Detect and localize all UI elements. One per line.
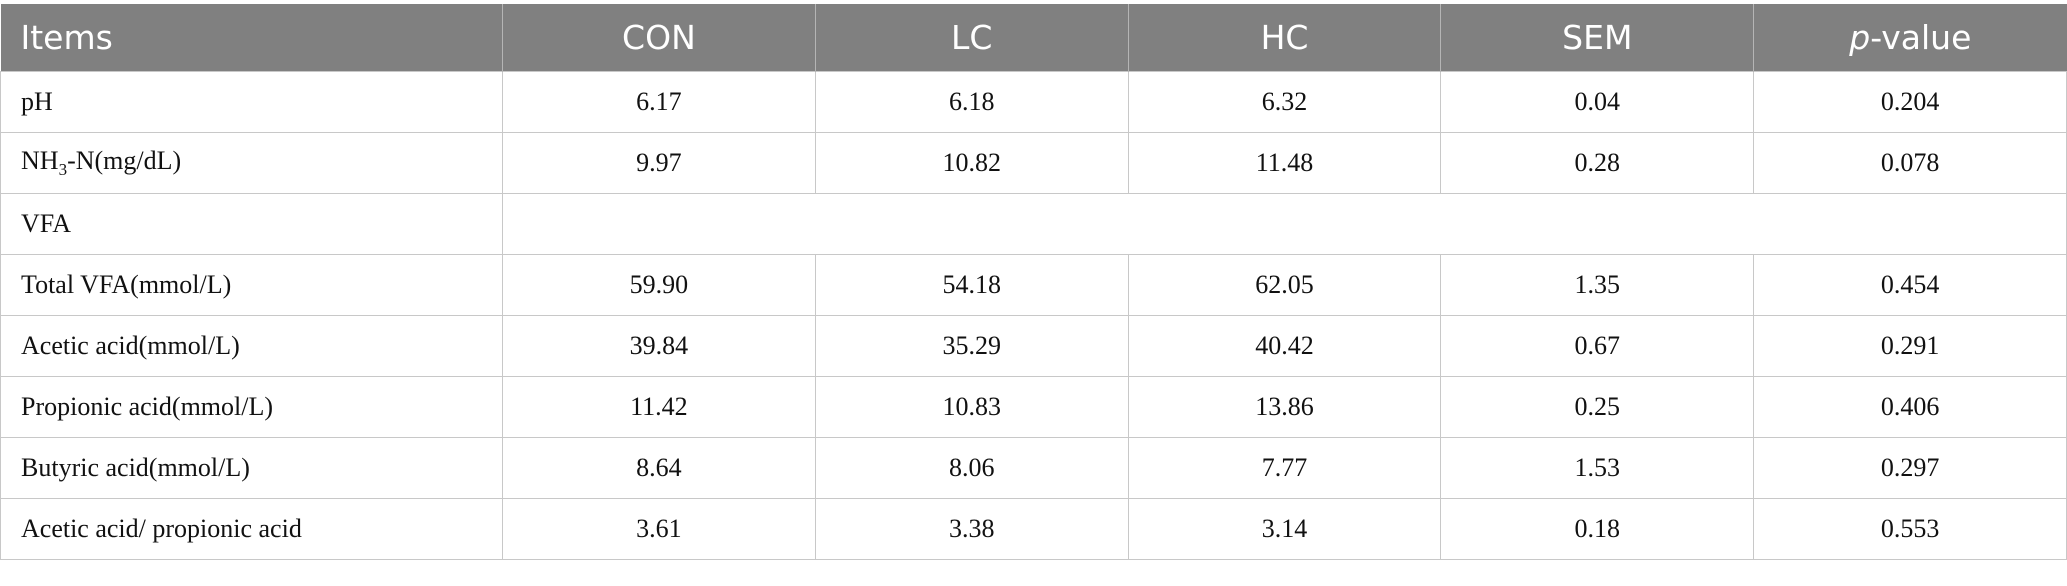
table-cell: 62.05 [1127, 254, 1442, 316]
table-header: Items CON LC HC SEM p-value [0, 4, 2067, 72]
table-cell: 0.25 [1440, 376, 1755, 438]
table-row: pH 6.17 6.18 6.32 0.04 0.204 [0, 71, 2067, 133]
table-cell: 7.77 [1127, 437, 1442, 499]
table-cell: Propionic acid(mmol/L) [0, 376, 503, 438]
column-header: HC [1127, 4, 1441, 72]
data-table: Items CON LC HC SEM p-value pH 6.17 6.18 6.32 0.0… [0, 4, 2067, 560]
table-cell: VFA [0, 193, 503, 255]
table-cell: 3.61 [502, 498, 816, 560]
table-row: NH3-N(mg/dL) 9.97 10.82 11.48 0.28 0.078 [0, 132, 2067, 194]
page: Items CON LC HC SEM p-value pH 6.17 6.18 6.32 0.0… [0, 4, 2067, 586]
table-cell: 0.204 [1753, 71, 2067, 133]
table-row: Acetic acid/ propionic acid 3.61 3.38 3.14 0… [0, 498, 2067, 560]
table-cell: 8.64 [502, 437, 816, 499]
table-cell: 11.48 [1127, 132, 1442, 194]
table-cell: 1.53 [1440, 437, 1755, 499]
table-cell: 11.42 [502, 376, 816, 438]
table-cell: 0.454 [1753, 254, 2067, 316]
table-cell: 0.078 [1753, 132, 2067, 194]
column-header: SEM [1440, 4, 1754, 72]
table-cell: 6.32 [1127, 71, 1442, 133]
table-cell: Acetic acid/ propionic acid [0, 498, 503, 560]
table-row: Acetic acid(mmol/L) 39.84 35.29 40.42 0.67 0.… [0, 315, 2067, 377]
column-header: p-value [1753, 4, 2067, 72]
column-header: LC [814, 4, 1129, 72]
table-cell: 0.553 [1753, 498, 2067, 560]
table-row: Butyric acid(mmol/L) 8.64 8.06 7.77 1.53 0.29… [0, 437, 2067, 499]
table-row: Total VFA(mmol/L) 59.90 54.18 62.05 1.35 0.45… [0, 254, 2067, 316]
table-cell: Acetic acid(mmol/L) [0, 315, 503, 377]
table-cell: 0.67 [1440, 315, 1755, 377]
table-cell: 13.86 [1127, 376, 1442, 438]
table-cell: 59.90 [502, 254, 816, 316]
table-cell: 35.29 [814, 315, 1129, 377]
cell-text-part: 3 [58, 160, 68, 180]
table-cell: NH3-N(mg/dL) [0, 132, 503, 194]
table-cell: 0.28 [1440, 132, 1755, 194]
cell-text-part: p [1849, 18, 1871, 57]
column-header: CON [502, 4, 816, 72]
table-cell: 6.18 [814, 71, 1129, 133]
table-cell: 0.406 [1753, 376, 2067, 438]
table-cell: Butyric acid(mmol/L) [0, 437, 503, 499]
table-cell: 54.18 [814, 254, 1129, 316]
table-cell: 10.83 [814, 376, 1129, 438]
table-cell: 10.82 [814, 132, 1129, 194]
table-cell: 1.35 [1440, 254, 1755, 316]
table-cell: 3.38 [814, 498, 1129, 560]
table-cell: 9.97 [502, 132, 816, 194]
merged-cell [502, 193, 2067, 255]
table-cell: 8.06 [814, 437, 1129, 499]
table-row: VFA [0, 193, 2067, 255]
table-cell: 0.291 [1753, 315, 2067, 377]
table-cell: 3.14 [1127, 498, 1442, 560]
table-cell: 6.17 [502, 71, 816, 133]
cell-text-part: -value [1870, 18, 1972, 57]
table-body: pH 6.17 6.18 6.32 0.04 0.204 NH3-N(mg/dL) 9.97 1… [0, 71, 2067, 560]
table-cell: 0.18 [1440, 498, 1755, 560]
cell-text-part: NH [21, 145, 59, 175]
header-row: Items CON LC HC SEM p-value [0, 4, 2067, 72]
cell-text-part: -N(mg/dL) [67, 145, 182, 175]
column-header: Items [0, 4, 503, 72]
table-cell: 0.04 [1440, 71, 1755, 133]
table-cell: 0.297 [1753, 437, 2067, 499]
table-row: Propionic acid(mmol/L) 11.42 10.83 13.86 0.2… [0, 376, 2067, 438]
table-cell: Total VFA(mmol/L) [0, 254, 503, 316]
table-cell: 40.42 [1127, 315, 1442, 377]
table-cell: 39.84 [502, 315, 816, 377]
table-cell: pH [0, 71, 503, 133]
